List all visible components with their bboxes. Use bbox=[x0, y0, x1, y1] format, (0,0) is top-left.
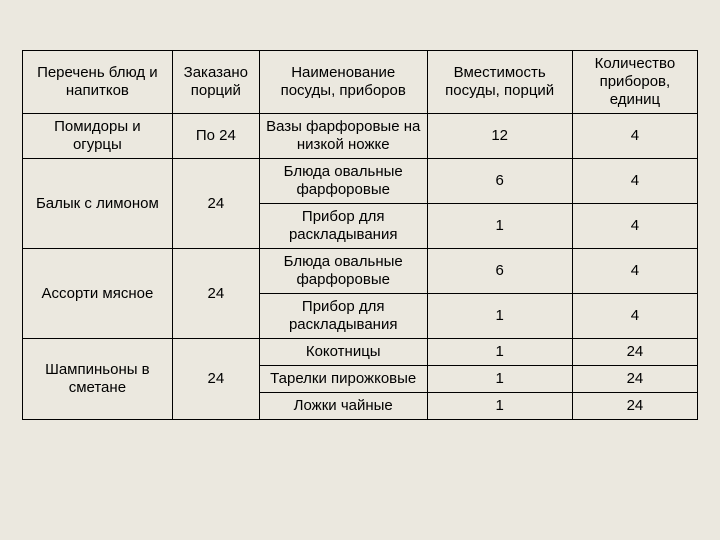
cell-ware: Прибор для раскладывания bbox=[259, 204, 427, 249]
cell-order: По 24 bbox=[172, 114, 259, 159]
cell-cap: 12 bbox=[427, 114, 572, 159]
cell-cap: 6 bbox=[427, 159, 572, 204]
header-row: Перечень блюд и напитков Заказано порций… bbox=[23, 51, 698, 114]
cell-qty: 4 bbox=[572, 204, 697, 249]
cell-qty: 4 bbox=[572, 249, 697, 294]
col-header-cap: Вместимость посуды, порций bbox=[427, 51, 572, 114]
table-row: Балык с лимоном 24 Блюда овальные фарфор… bbox=[23, 159, 698, 204]
cell-ware: Ложки чайные bbox=[259, 393, 427, 420]
cell-ware: Кокотницы bbox=[259, 339, 427, 366]
cell-order: 24 bbox=[172, 159, 259, 249]
col-header-dish: Перечень блюд и напитков bbox=[23, 51, 173, 114]
col-header-order: Заказано порций bbox=[172, 51, 259, 114]
cell-qty: 24 bbox=[572, 339, 697, 366]
col-header-ware: Наименование посуды, приборов bbox=[259, 51, 427, 114]
cell-dish: Шампиньоны в сметане bbox=[23, 339, 173, 420]
cell-dish: Балык с лимоном bbox=[23, 159, 173, 249]
cell-ware: Блюда овальные фарфоровые bbox=[259, 249, 427, 294]
tableware-table: Перечень блюд и напитков Заказано порций… bbox=[22, 50, 698, 420]
cell-dish: Помидоры и огурцы bbox=[23, 114, 173, 159]
cell-qty: 4 bbox=[572, 114, 697, 159]
cell-ware: Прибор для раскладывания bbox=[259, 294, 427, 339]
cell-qty: 4 bbox=[572, 159, 697, 204]
cell-cap: 1 bbox=[427, 339, 572, 366]
cell-qty: 4 bbox=[572, 294, 697, 339]
cell-cap: 1 bbox=[427, 366, 572, 393]
cell-qty: 24 bbox=[572, 366, 697, 393]
table-row: Помидоры и огурцы По 24 Вазы фарфоровые … bbox=[23, 114, 698, 159]
table-row: Ассорти мясное 24 Блюда овальные фарфоро… bbox=[23, 249, 698, 294]
cell-cap: 1 bbox=[427, 393, 572, 420]
cell-ware: Вазы фарфоровые на низкой ножке bbox=[259, 114, 427, 159]
cell-dish: Ассорти мясное bbox=[23, 249, 173, 339]
cell-order: 24 bbox=[172, 249, 259, 339]
cell-cap: 1 bbox=[427, 294, 572, 339]
table-body: Помидоры и огурцы По 24 Вазы фарфоровые … bbox=[23, 114, 698, 420]
col-header-qty: Количество приборов, единиц bbox=[572, 51, 697, 114]
cell-order: 24 bbox=[172, 339, 259, 420]
cell-qty: 24 bbox=[572, 393, 697, 420]
table-header: Перечень блюд и напитков Заказано порций… bbox=[23, 51, 698, 114]
cell-cap: 1 bbox=[427, 204, 572, 249]
page: { "table": { "background_color": "#ebe8d… bbox=[0, 0, 720, 540]
cell-ware: Тарелки пирожковые bbox=[259, 366, 427, 393]
cell-cap: 6 bbox=[427, 249, 572, 294]
cell-ware: Блюда овальные фарфоровые bbox=[259, 159, 427, 204]
table-row: Шампиньоны в сметане 24 Кокотницы 1 24 bbox=[23, 339, 698, 366]
